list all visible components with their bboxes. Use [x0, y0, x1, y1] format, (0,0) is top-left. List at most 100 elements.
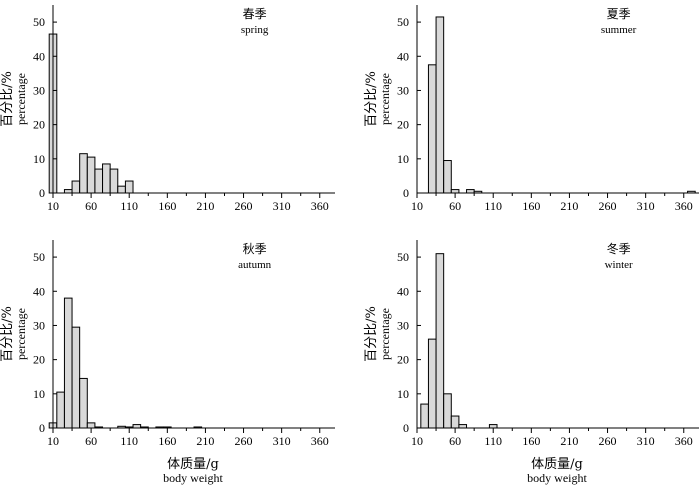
x-tick-label: 360 [311, 199, 329, 213]
bar [71, 180, 81, 194]
x-tick-label: 310 [273, 199, 291, 213]
x-tick-label: 260 [235, 199, 253, 213]
season-label-en: autumn [238, 259, 271, 271]
x-tick-label: 110 [120, 434, 138, 448]
x-tick-label: 110 [484, 434, 502, 448]
y-tick-label: 0 [39, 186, 45, 200]
season-label-en: spring [241, 24, 269, 36]
x-tick-label: 310 [637, 434, 655, 448]
y-axis-title-en: percentage [14, 308, 28, 360]
bar [56, 391, 65, 429]
y-tick-label: 10 [397, 387, 409, 401]
y-tick-label: 20 [33, 118, 45, 132]
y-axis-title-cn: 百分比/% [0, 306, 15, 362]
bar [443, 393, 452, 429]
bar [86, 156, 96, 194]
bar [427, 64, 437, 194]
x-tick-label: 210 [196, 434, 214, 448]
x-tick-label: 110 [120, 199, 138, 213]
x-axis-title-en-left: body weight [163, 471, 223, 485]
bar [435, 253, 445, 429]
x-tick-label: 160 [158, 199, 176, 213]
x-axis-title-en-right: body weight [527, 471, 587, 485]
y-axis-title-en: percentage [378, 73, 392, 125]
y-tick-label: 20 [33, 353, 45, 367]
bar [443, 160, 452, 194]
y-tick-label: 50 [397, 15, 409, 29]
y-tick-label: 30 [33, 318, 45, 332]
bar [63, 189, 73, 194]
y-tick-label: 40 [33, 49, 45, 63]
bar [71, 326, 81, 429]
bar [450, 189, 460, 194]
x-tick-label: 10 [47, 199, 59, 213]
y-tick-label: 10 [397, 152, 409, 166]
y-tick-label: 20 [397, 353, 409, 367]
season-label-cn: 冬季 [607, 241, 631, 256]
season-label-cn: 春季 [243, 7, 267, 21]
bar [132, 424, 142, 429]
x-tick-label: 60 [85, 199, 97, 213]
bar [102, 163, 111, 194]
bar [427, 338, 437, 429]
x-tick-label: 110 [484, 199, 502, 213]
bar [63, 297, 73, 429]
y-tick-label: 40 [33, 284, 45, 298]
x-tick-label: 260 [235, 434, 253, 448]
x-axis-title-cn-right: 体质量/g [531, 457, 583, 472]
y-axis-title-cn: 百分比/% [364, 71, 379, 127]
bar [86, 422, 96, 429]
bar [94, 168, 104, 194]
x-tick-label: 10 [47, 434, 59, 448]
x-tick-label: 360 [675, 434, 693, 448]
y-axis-title-cn: 百分比/% [0, 71, 15, 127]
x-tick-label: 310 [637, 199, 655, 213]
x-tick-label: 210 [560, 434, 578, 448]
y-tick-label: 50 [397, 250, 409, 264]
y-tick-label: 20 [397, 118, 409, 132]
x-tick-label: 360 [311, 434, 329, 448]
x-tick-label: 160 [522, 434, 540, 448]
y-tick-label: 30 [397, 318, 409, 332]
bar [435, 16, 445, 194]
x-tick-label: 260 [599, 199, 617, 213]
bar [458, 424, 468, 429]
y-tick-label: 40 [397, 284, 409, 298]
bar [79, 377, 88, 429]
season-label-en: summer [601, 24, 637, 36]
bar [109, 168, 119, 194]
y-tick-label: 30 [397, 83, 409, 97]
y-tick-label: 0 [403, 186, 409, 200]
x-tick-label: 260 [599, 434, 617, 448]
x-axis-title-cn-left: 体质量/g [167, 457, 219, 472]
season-label-cn: 秋季 [243, 242, 267, 256]
x-tick-label: 210 [196, 199, 214, 213]
y-tick-label: 10 [33, 152, 45, 166]
y-tick-label: 50 [33, 15, 45, 29]
y-tick-label: 50 [33, 250, 45, 264]
x-tick-label: 60 [85, 434, 97, 448]
bar [466, 189, 475, 194]
x-tick-label: 10 [411, 434, 423, 448]
x-tick-label: 160 [522, 199, 540, 213]
y-axis-title-cn: 百分比/% [364, 306, 379, 362]
y-axis-title-en: percentage [378, 308, 392, 360]
x-tick-label: 160 [158, 434, 176, 448]
y-axis-title-en: percentage [14, 73, 28, 125]
bar [124, 180, 134, 194]
x-tick-label: 360 [675, 199, 693, 213]
x-tick-label: 10 [411, 199, 423, 213]
bar [117, 185, 126, 194]
y-tick-label: 30 [33, 83, 45, 97]
season-label-en: winter [605, 259, 633, 271]
x-tick-label: 310 [273, 434, 291, 448]
x-tick-label: 210 [560, 199, 578, 213]
x-tick-label: 60 [449, 434, 461, 448]
bar [420, 403, 429, 429]
bar [488, 424, 498, 429]
bar [79, 153, 88, 194]
